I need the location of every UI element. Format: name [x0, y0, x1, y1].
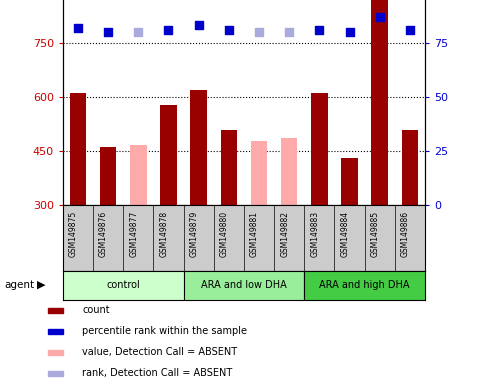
Point [134, 29, 142, 35]
Bar [184, 271, 304, 300]
Point [406, 26, 414, 33]
Text: GSM149883: GSM149883 [311, 211, 319, 257]
Bar [304, 271, 425, 300]
Point [104, 29, 112, 35]
Point [346, 29, 354, 35]
Bar [311, 93, 327, 205]
Text: GSM149880: GSM149880 [220, 211, 229, 257]
Text: ARA and high DHA: ARA and high DHA [319, 280, 410, 290]
Point [255, 29, 263, 35]
Text: GSM149881: GSM149881 [250, 211, 259, 257]
Bar [160, 105, 177, 205]
Text: GSM149877: GSM149877 [129, 211, 138, 257]
Text: GSM149875: GSM149875 [69, 211, 78, 257]
Bar [63, 271, 184, 300]
Point [74, 25, 82, 31]
Text: GSM149885: GSM149885 [371, 211, 380, 257]
Point [376, 13, 384, 20]
Point [225, 26, 233, 33]
Text: ▶: ▶ [37, 280, 45, 290]
Text: GSM149879: GSM149879 [190, 211, 199, 257]
Text: ARA and low DHA: ARA and low DHA [201, 280, 287, 290]
Bar [221, 129, 237, 205]
Point [315, 26, 323, 33]
Bar [251, 141, 267, 205]
Text: GSM149878: GSM149878 [159, 211, 169, 257]
Text: GSM149876: GSM149876 [99, 211, 108, 257]
Point [285, 29, 293, 35]
Point [165, 26, 172, 33]
Bar [130, 145, 146, 205]
Bar [48, 329, 63, 334]
Bar [281, 138, 298, 205]
Text: GSM149886: GSM149886 [401, 211, 410, 257]
Text: rank, Detection Call = ABSENT: rank, Detection Call = ABSENT [82, 368, 232, 379]
Bar [48, 371, 63, 376]
Bar [371, 0, 388, 205]
Bar [70, 93, 86, 205]
Text: percentile rank within the sample: percentile rank within the sample [82, 326, 247, 336]
Bar [100, 147, 116, 205]
Text: value, Detection Call = ABSENT: value, Detection Call = ABSENT [82, 347, 237, 358]
Point [195, 22, 202, 28]
Text: GSM149882: GSM149882 [280, 211, 289, 257]
Bar [190, 91, 207, 205]
Bar [341, 158, 358, 205]
Text: GSM149884: GSM149884 [341, 211, 350, 257]
Bar [402, 129, 418, 205]
Bar [48, 308, 63, 313]
Text: control: control [106, 280, 140, 290]
Text: agent: agent [5, 280, 35, 290]
Text: count: count [82, 305, 110, 315]
Bar [48, 350, 63, 355]
